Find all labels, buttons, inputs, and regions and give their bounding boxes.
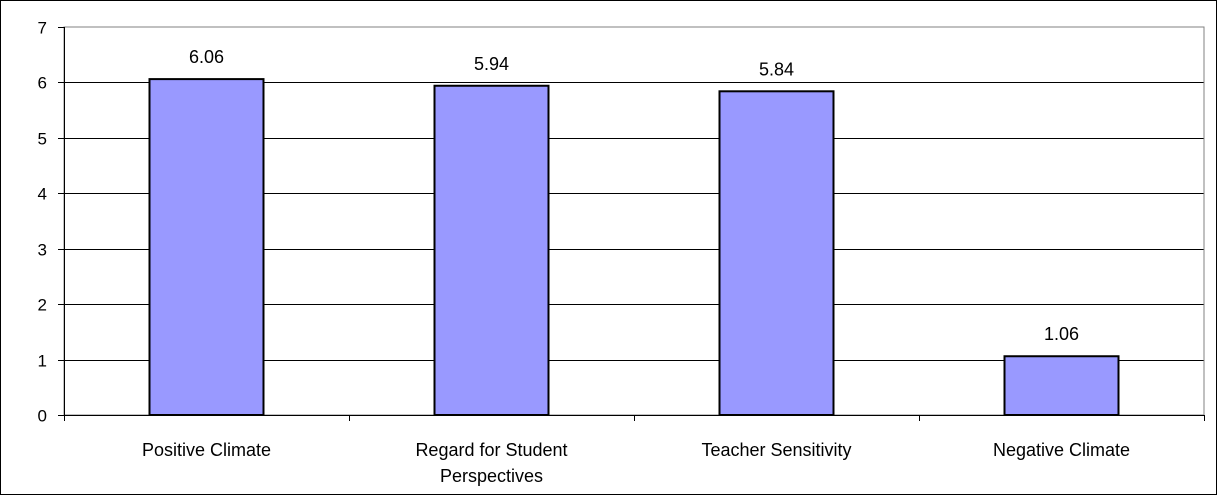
- y-tick-label: 7: [38, 19, 47, 38]
- y-tick-label: 6: [38, 74, 47, 93]
- x-tick-label-line: Positive Climate: [142, 440, 271, 460]
- bar: [433, 84, 550, 417]
- y-tick-label: 5: [38, 130, 47, 149]
- y-tick-label: 2: [38, 296, 47, 315]
- x-tick-label: Teacher Sensitivity: [701, 440, 851, 460]
- y-axis: 0 1 2 3 4 5 6 7: [38, 19, 65, 426]
- x-tick-label-line: Regard for Student: [415, 440, 567, 460]
- x-axis: Positive Climate Regard for Student Perspe…: [64, 415, 1205, 486]
- x-tick-label: Negative Climate: [993, 440, 1130, 460]
- data-label: 5.84: [759, 59, 794, 79]
- y-tick-label: 3: [38, 241, 47, 260]
- y-tick-label: 1: [38, 352, 47, 371]
- x-tick-label-line: Teacher Sensitivity: [701, 440, 851, 460]
- bar: [1003, 355, 1120, 417]
- x-tick-label: Positive Climate: [142, 440, 271, 460]
- bars: [148, 78, 1120, 417]
- y-tick-label: 4: [38, 185, 47, 204]
- x-tick-label-line: Perspectives: [440, 466, 543, 486]
- data-label: 6.06: [189, 47, 224, 67]
- bar: [148, 78, 265, 417]
- y-tick-label: 0: [38, 407, 47, 426]
- x-tick-label-line: Negative Climate: [993, 440, 1130, 460]
- bar: [718, 90, 835, 416]
- data-labels: 6.06 5.94 5.84 1.06: [189, 47, 1079, 344]
- data-label: 5.94: [474, 54, 509, 74]
- data-label: 1.06: [1044, 324, 1079, 344]
- x-tick-label: Regard for Student Perspectives: [415, 440, 567, 486]
